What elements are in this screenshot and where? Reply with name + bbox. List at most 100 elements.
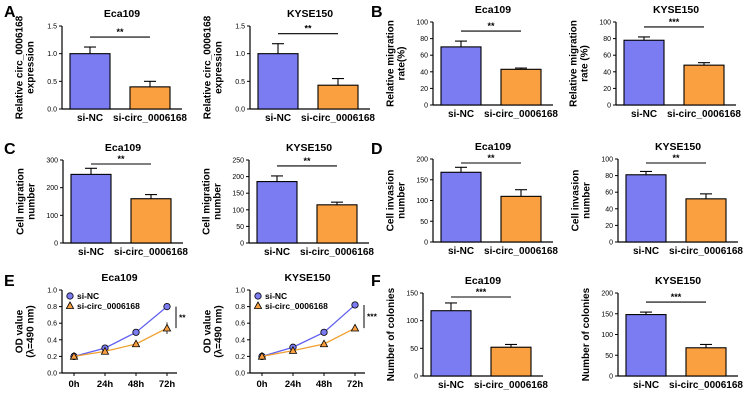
significance-label: *** <box>367 312 378 322</box>
x-category-label: si-circ_0006168 <box>300 247 374 258</box>
y-tick-label: 200 <box>46 185 58 192</box>
chart-e2: 0.0 0.2 0.4 0.6 0.8 1.0 KYSE150 OD value (λ=490 … <box>203 272 378 390</box>
y-axis-label: rate (%) <box>580 45 591 82</box>
legend-marker-circle <box>66 292 74 300</box>
y-tick-label: 60 <box>603 53 611 60</box>
chart-title: KYSE150 <box>284 272 330 284</box>
y-tick-label: 300 <box>46 158 58 165</box>
x-category-label: si-circ_0006168 <box>667 109 741 120</box>
y-tick-label: 40 <box>605 206 613 213</box>
y-tick-label: 0.5 <box>235 79 245 86</box>
y-tick-label: 0 <box>609 240 613 247</box>
bar-si-circ <box>500 195 542 243</box>
y-tick-label: 0.2 <box>47 354 57 361</box>
y-axis-label: OD value <box>15 309 26 353</box>
y-tick-label: 0 <box>424 240 428 247</box>
bar-si-circ <box>683 64 725 106</box>
chart-title: KYSE150 <box>287 8 333 20</box>
y-tick-label: 50 <box>605 353 613 360</box>
data-point-triangle <box>350 323 360 332</box>
y-tick-label: 100 <box>601 157 613 164</box>
y-axis-label: number <box>27 183 38 220</box>
x-tick-label: 0h <box>256 379 267 390</box>
x-category-label: si-NC <box>265 113 291 124</box>
bar-si-circ <box>129 86 171 110</box>
series-line-si-nc <box>73 306 168 358</box>
x-category-label: si-circ_0006168 <box>484 109 558 120</box>
chart-d2: 0 20 40 60 80 100 KYSE150 Cell invasion number si… <box>571 141 744 257</box>
y-tick-label: 0.2 <box>235 354 245 361</box>
y-axis-label: Cell invasion <box>386 170 397 232</box>
panel-letter-c: C <box>4 141 16 158</box>
y-tick-label: 0.6 <box>235 321 245 328</box>
y-tick-label: 150 <box>232 191 244 198</box>
y-axis-label: Relative migration <box>569 20 580 107</box>
y-tick-label: 250 <box>232 158 244 165</box>
y-axis-label: (λ=490 nm) <box>26 305 37 358</box>
y-tick-label: 100 <box>232 207 244 214</box>
y-tick-label: 150 <box>416 177 428 184</box>
y-tick-label: 0 <box>414 374 418 381</box>
y-tick-label: 0.6 <box>47 321 57 328</box>
x-tick-label: 24h <box>97 379 114 390</box>
y-tick-label: 200 <box>601 291 613 298</box>
panel-letter-e: E <box>4 273 15 290</box>
y-axis-label: expression <box>214 41 225 94</box>
y-tick-label: 40 <box>420 69 428 76</box>
x-tick-label: 48h <box>316 379 333 390</box>
panel-letter-b: B <box>371 4 383 21</box>
y-tick-label: 0 <box>240 241 244 248</box>
y-tick-label: 100 <box>599 20 611 27</box>
chart-f2: 0 50 100 150 200 KYSE150 Number of colonies si-… <box>581 275 743 391</box>
significance-label: ** <box>179 312 186 322</box>
significance-label: ** <box>117 154 125 164</box>
chart-c1: 0 100 200 300 Eca109 Cell migration number si-N… <box>16 142 189 258</box>
bar-si-circ <box>685 198 727 243</box>
y-tick-label: 0.4 <box>235 337 245 344</box>
panel-letter-d: D <box>371 141 383 158</box>
series-line-si-circ <box>261 327 356 358</box>
bar-si-nc <box>625 314 667 377</box>
y-tick-label: 200 <box>416 157 428 164</box>
chart-title: KYSE150 <box>653 4 699 16</box>
y-tick-label: 20 <box>420 86 428 93</box>
bar-si-nc <box>257 53 299 110</box>
y-tick-label: 1.0 <box>47 288 57 295</box>
x-category-label: si-NC <box>631 109 657 120</box>
bar-si-nc <box>256 181 298 244</box>
y-axis-label: Relative circ_0006168 <box>15 15 26 119</box>
chart-title: Eca109 <box>475 4 511 16</box>
y-tick-label: 100 <box>406 318 418 325</box>
y-tick-label: 0.8 <box>235 304 245 311</box>
bar-si-nc <box>70 173 112 244</box>
panel-letter-f: F <box>371 273 381 290</box>
y-axis-label: Relative circ_0006168 <box>203 15 214 119</box>
y-axis-label: OD value <box>203 309 214 353</box>
x-tick-label: 48h <box>128 379 145 390</box>
data-point-triangle <box>162 323 172 332</box>
bar-si-circ <box>685 347 727 377</box>
chart-d1: 0 50 100 150 200 Eca109 Cell invasion number si-… <box>386 141 559 257</box>
bar-si-circ <box>317 84 359 110</box>
chart-title: Eca109 <box>105 142 141 154</box>
y-axis-label: Relative migration <box>386 20 397 107</box>
y-tick-label: 1.0 <box>47 51 57 58</box>
x-tick-label: 72h <box>347 379 364 390</box>
chart-title: KYSE150 <box>655 141 701 153</box>
significance-label: ** <box>116 27 124 37</box>
data-point-triangle <box>131 339 141 348</box>
data-point-triangle <box>100 346 110 355</box>
y-tick-label: 20 <box>603 86 611 93</box>
legend-label: si-circ_0006168 <box>265 301 328 311</box>
y-axis-label: Number of colonies <box>581 287 592 381</box>
y-tick-label: 0 <box>54 241 58 248</box>
y-tick-label: 0.0 <box>47 107 57 114</box>
y-tick-label: 50 <box>236 224 244 231</box>
data-point-triangle <box>69 351 79 360</box>
x-category-label: si-circ_0006168 <box>669 246 743 257</box>
x-category-label: si-circ_0006168 <box>301 113 375 124</box>
y-tick-label: 100 <box>46 213 58 220</box>
x-category-label: si-NC <box>448 246 474 257</box>
y-tick-label: 0.8 <box>47 304 57 311</box>
